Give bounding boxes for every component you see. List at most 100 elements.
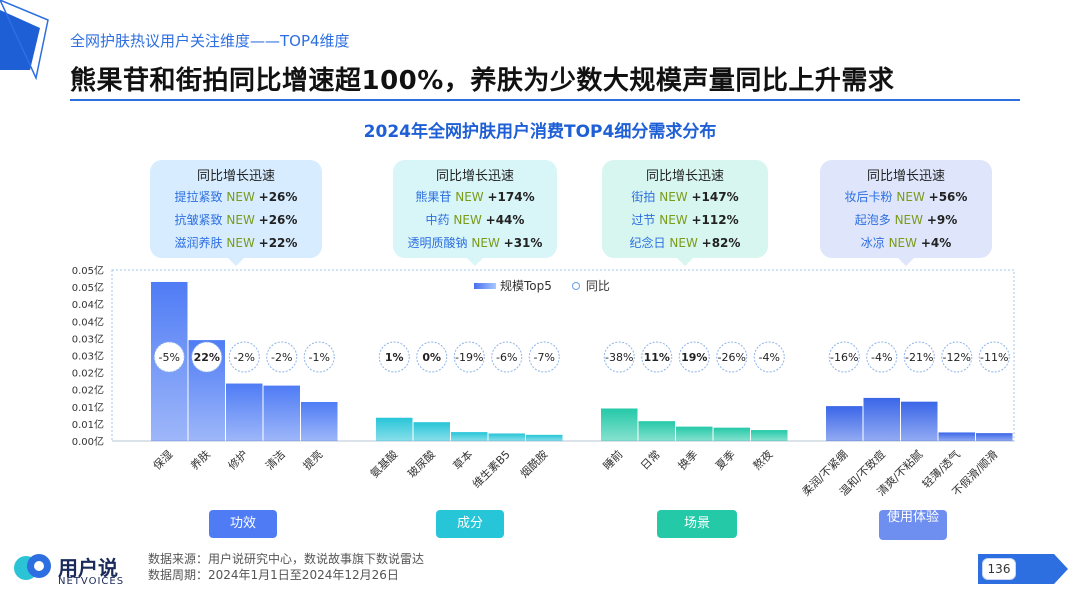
callout-item: 纪念日 NEW +82%: [629, 236, 741, 250]
bar-轻薄/透气: [938, 432, 975, 441]
logo-subtext: NETVOICES: [58, 576, 125, 587]
yoy-label: 1%: [385, 351, 404, 364]
group-label-ingredient: 成分: [436, 510, 504, 538]
yoy-circle: [753, 341, 785, 373]
bar-玻尿酸: [413, 422, 450, 441]
yoy-label: 0%: [422, 351, 441, 364]
yoy-label: -38%: [605, 351, 633, 364]
y-tick-label: 0.02亿: [72, 367, 104, 380]
y-tick-label: 0.05亿: [72, 264, 104, 277]
y-tick-label: 0.03亿: [72, 332, 104, 345]
callout-item: 中药 NEW +44%: [425, 213, 525, 227]
callout-scene: 同比增长迅速 街拍 NEW +147% 过节 NEW +112% 纪念日 NEW…: [602, 160, 768, 266]
legend-label-scale: 规模Top5: [500, 279, 552, 293]
bar-不假滑/顺滑: [976, 433, 1013, 441]
yoy-circle: [228, 341, 260, 373]
category-label: 夏季: [713, 448, 738, 473]
yoy-label: -4%: [759, 351, 780, 364]
yoy-circle: [528, 341, 560, 373]
category-label: 睡前: [600, 447, 625, 472]
yoy-label: -2%: [271, 351, 292, 364]
yoy-label: -26%: [718, 351, 746, 364]
callout-item: 冰凉 NEW +4%: [860, 236, 952, 250]
bar-维生素B5: [488, 433, 525, 441]
yoy-circle: [453, 341, 485, 373]
logo-text: 用户说: [58, 556, 118, 580]
y-tick-label: 0.01亿: [72, 418, 104, 431]
callout-item: 过节 NEW +112%: [631, 213, 739, 227]
bar-烟酰胺: [526, 434, 563, 441]
callout-title: 同比增长迅速: [435, 169, 514, 184]
bar-清洁: [263, 385, 300, 441]
group-label-efficacy: 功效: [209, 510, 277, 538]
bar-换季: [676, 426, 713, 441]
callout-title: 同比增长迅速: [866, 169, 945, 184]
bar-草本: [451, 432, 488, 441]
category-label: 清洁: [263, 448, 288, 473]
yoy-label: -5%: [159, 351, 180, 364]
yoy-circle: [678, 341, 710, 373]
callout-item: 滋润养肤 NEW +22%: [174, 236, 298, 250]
group-label-experience: 使用体验: [879, 510, 947, 540]
bar-修护: [226, 383, 263, 441]
data-period: 数据周期：2024年1月1日至2024年12月26日: [148, 568, 399, 582]
y-tick-label: 0.04亿: [72, 315, 104, 328]
footer-source: 数据来源：用户说研究中心，数说故事旗下数说雷达 数据周期：2024年1月1日至2…: [148, 551, 424, 583]
callout-item: 提拉紧致 NEW +26%: [174, 190, 298, 204]
yoy-circle: [266, 341, 298, 373]
yoy-circle: [828, 341, 860, 373]
category-label: 草本: [450, 447, 475, 472]
category-label: 烟酰胺: [517, 447, 550, 480]
group-label-scene: 场景: [657, 510, 737, 538]
logo-icon: [14, 554, 51, 580]
yoy-label: -16%: [830, 351, 858, 364]
category-label: 氨基酸: [367, 447, 400, 480]
callout-item: 熊果苷 NEW +174%: [415, 190, 535, 204]
y-tick-label: 0.01亿: [72, 401, 104, 414]
y-tick-label: 0.04亿: [72, 298, 104, 311]
bar-夏季: [713, 427, 750, 441]
bar-温和/不致痘: [863, 397, 900, 441]
yoy-label: -12%: [943, 351, 971, 364]
bar-睡前: [601, 408, 638, 441]
yoy-label: -1%: [309, 351, 330, 364]
yoy-circle: [153, 341, 185, 373]
yoy-label: -7%: [534, 351, 555, 364]
category-label: 换季: [675, 447, 700, 472]
yoy-circle: [978, 341, 1010, 373]
category-label: 提亮: [300, 447, 325, 472]
category-label: 保湿: [150, 447, 175, 472]
yoy-circle: [378, 341, 410, 373]
corner-decoration: [0, 0, 49, 80]
bar-日常: [638, 421, 675, 441]
callout-ingredient: 同比增长迅速 熊果苷 NEW +174% 中药 NEW +44% 透明质酸钠 N…: [393, 160, 557, 266]
yoy-circle: [903, 341, 935, 373]
chart-legend: 规模Top5 同比: [474, 277, 610, 294]
yoy-label: -11%: [980, 351, 1008, 364]
page-number: 136: [982, 558, 1016, 580]
page-headline: 熊果苷和街拍同比增速超100%，养肤为少数大规模声量同比上升需求: [70, 66, 895, 96]
data-source: 数据来源：用户说研究中心，数说故事旗下数说雷达: [148, 552, 425, 566]
category-label: 养肤: [187, 447, 212, 472]
callout-item: 透明质酸钠 NEW +31%: [407, 236, 543, 250]
bar-熬夜: [751, 430, 788, 441]
yoy-label: -6%: [496, 351, 517, 364]
yoy-label: -2%: [234, 351, 255, 364]
yoy-circle: [303, 341, 335, 373]
callout-experience: 同比增长迅速 妆后卡粉 NEW +56% 起泡多 NEW +9% 冰凉 NEW …: [820, 160, 992, 266]
y-tick-label: 0.00亿: [72, 435, 104, 448]
legend-bar-swatch: [474, 282, 496, 289]
bar-提亮: [301, 402, 338, 441]
bar-柔润/不紧绷: [826, 406, 863, 441]
y-tick-label: 0.02亿: [72, 384, 104, 397]
section-subtitle: 全网护肤热议用户关注维度——TOP4维度: [70, 32, 350, 50]
legend-circle-swatch: [571, 281, 580, 290]
yoy-circle: [716, 341, 748, 373]
chart-title: 2024年全网护肤用户消费TOP4细分需求分布: [363, 122, 717, 142]
yoy-circle: [603, 341, 635, 373]
callout-efficacy: 同比增长迅速 提拉紧致 NEW +26% 抗皱紧致 NEW +26% 滋润养肤 …: [150, 160, 322, 266]
category-label: 修护: [225, 447, 250, 472]
yoy-circle: [491, 341, 523, 373]
callout-item: 妆后卡粉 NEW +56%: [844, 190, 968, 204]
